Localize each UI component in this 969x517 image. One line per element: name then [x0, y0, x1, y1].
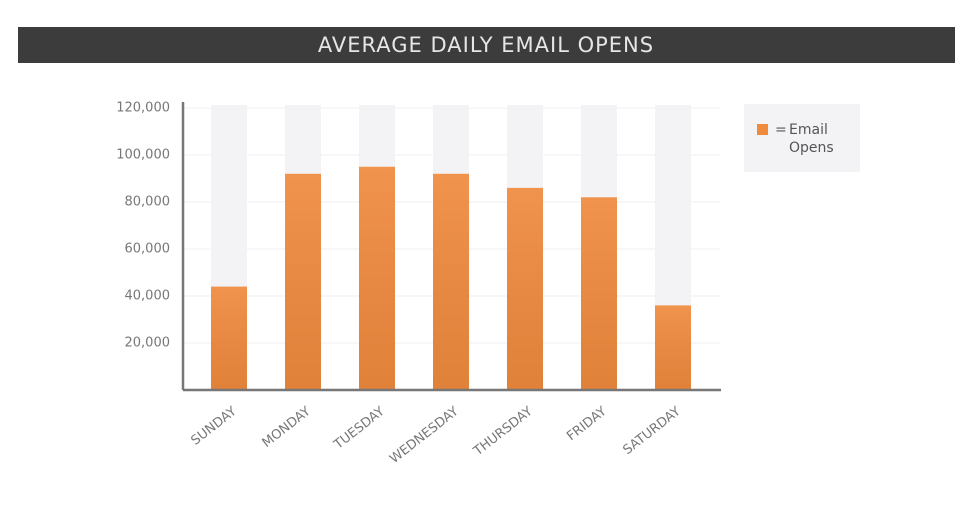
bar-shade	[211, 286, 247, 390]
x-tick-label: SUNDAY	[189, 404, 240, 449]
x-tick-label: WEDNESDAY	[387, 404, 462, 467]
x-tick-label: SATURDAY	[620, 404, 683, 458]
x-tick-label: MONDAY	[260, 404, 314, 451]
legend-swatch	[757, 124, 768, 135]
bar-shade	[581, 197, 617, 390]
legend-box	[744, 104, 860, 172]
bar-shade	[285, 173, 321, 390]
x-tick-label: TUESDAY	[331, 404, 388, 453]
bar-shade	[507, 187, 543, 390]
y-tick-label: 20,000	[125, 336, 171, 351]
y-tick-label: 80,000	[125, 195, 171, 210]
bar-shade	[655, 305, 691, 390]
x-tick-label: THURSDAY	[470, 404, 535, 460]
legend-label: Email Opens	[789, 122, 834, 156]
y-tick-label: 100,000	[116, 148, 170, 163]
y-tick-label: 120,000	[116, 101, 170, 116]
y-tick-label: 40,000	[125, 289, 171, 304]
legend-separator: =	[775, 122, 787, 138]
y-tick-label: 60,000	[125, 242, 171, 257]
chart-title: AVERAGE DAILY EMAIL OPENS	[318, 33, 654, 57]
title-bar	[18, 27, 955, 63]
x-tick-label: FRIDAY	[564, 404, 609, 444]
bar-shade	[359, 166, 395, 390]
bar-shade	[433, 173, 469, 390]
